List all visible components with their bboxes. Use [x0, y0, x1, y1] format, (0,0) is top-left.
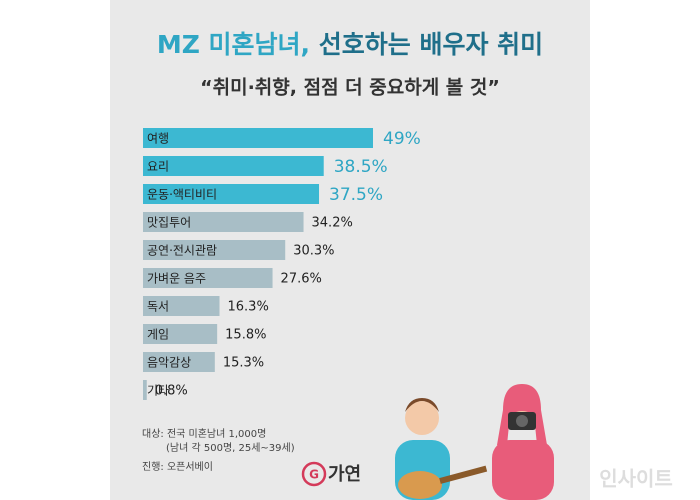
category-label: 게임: [147, 328, 169, 342]
value-label: 37.5%: [329, 185, 383, 205]
bar: [143, 128, 373, 148]
illustration-man: [395, 398, 488, 500]
category-label: 음악감상: [147, 356, 191, 370]
category-label: 가벼운 음주: [147, 272, 206, 286]
subtitle: “취미·취향, 점점 더 중요하게 볼 것”: [200, 77, 500, 99]
logo-icon: [301, 461, 327, 487]
value-label: 0.8%: [155, 384, 188, 399]
bar: [143, 240, 286, 260]
bar: [143, 380, 147, 400]
bar: [143, 268, 273, 288]
value-label: 38.5%: [334, 157, 388, 177]
category-label: 운동·액티비티: [147, 188, 217, 202]
value-label: 15.3%: [223, 356, 264, 371]
note: 진행: 오픈서베이: [142, 461, 213, 473]
illustration-woman: [492, 384, 554, 500]
category-label: 맛집투어: [147, 216, 191, 230]
value-label: 34.2%: [312, 216, 353, 231]
value-label: 30.3%: [293, 244, 334, 259]
logo: 가연: [328, 464, 361, 485]
bar: [143, 212, 304, 232]
value-label: 16.3%: [228, 300, 269, 315]
value-label: 49%: [383, 129, 421, 149]
bar: [143, 296, 220, 316]
bar: [143, 156, 324, 176]
category-label: 공연·전시관람: [147, 244, 217, 258]
category-label: 독서: [147, 300, 169, 314]
bar: [143, 352, 215, 372]
category-label: 기타: [147, 384, 169, 398]
category-label: 여행: [147, 131, 169, 146]
logo-icon-text: G: [309, 468, 319, 482]
note: (남녀 각 500명, 25세~39세): [166, 442, 295, 454]
bar: [143, 184, 320, 204]
note: 대상: 전국 미혼남녀 1,000명: [142, 427, 266, 440]
value-label: 15.8%: [225, 328, 266, 343]
chart-title: MZ 미혼남녀, 선호하는 배우자 취미: [157, 30, 543, 59]
category-label: 요리: [147, 160, 169, 174]
value-label: 27.6%: [281, 272, 322, 287]
bar: [143, 324, 218, 344]
watermark: 인사이트: [599, 467, 673, 491]
